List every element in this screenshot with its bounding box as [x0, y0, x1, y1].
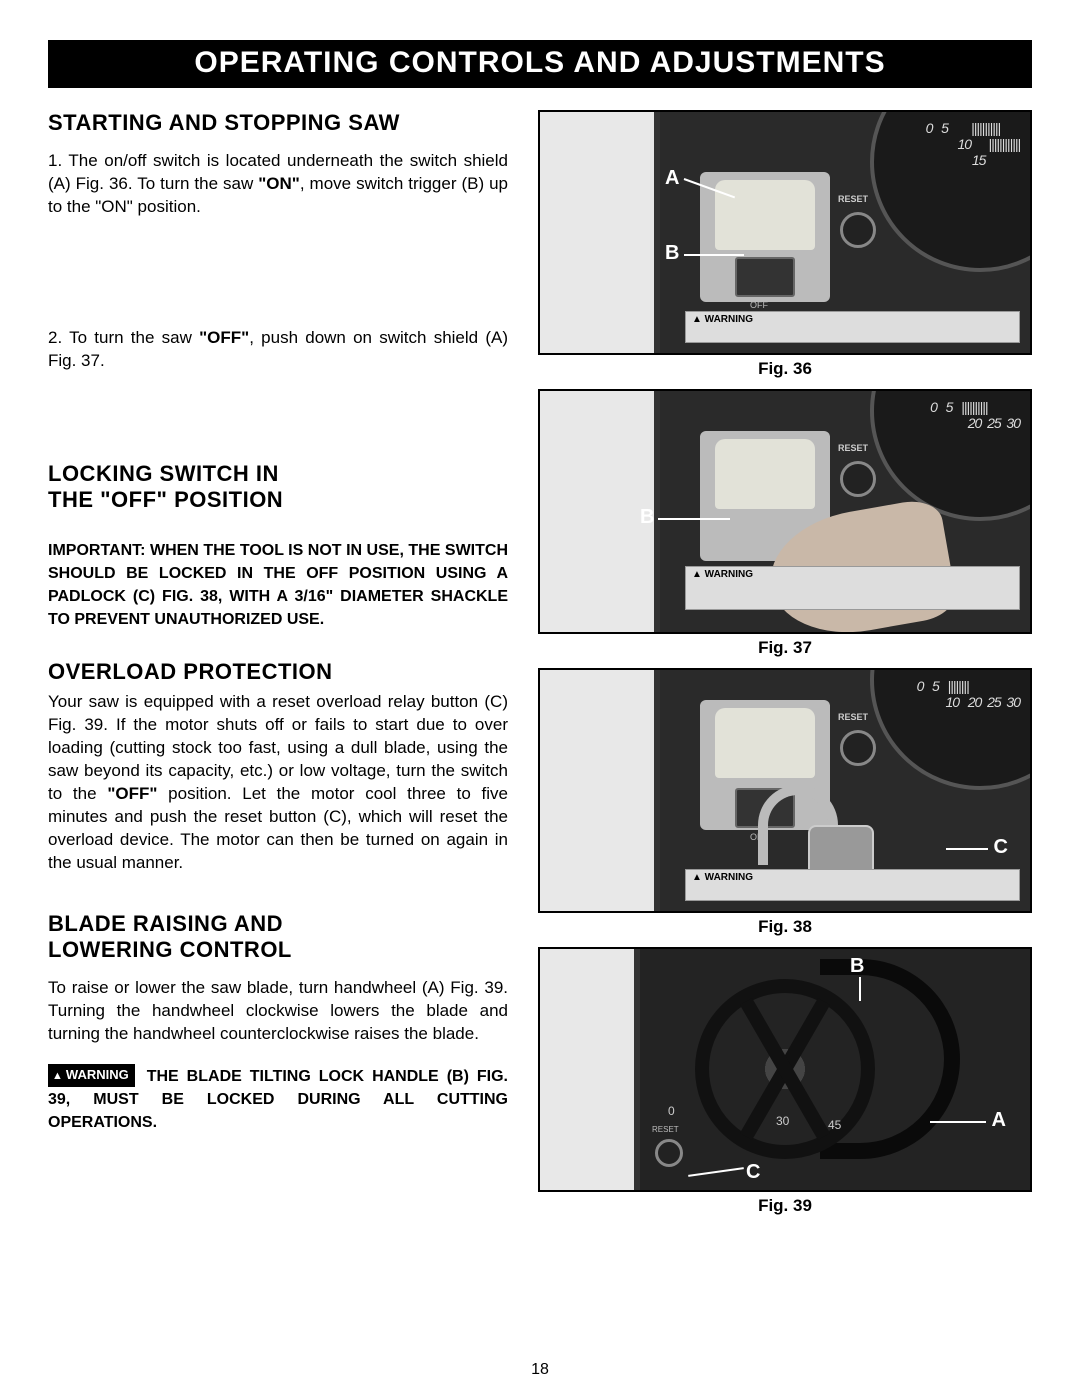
left-column: STARTING AND STOPPING SAW 1. The on/off … — [48, 110, 508, 1226]
right-column: 0 5 ||||||||||| 10 |||||||||||| 15 RESET… — [538, 110, 1032, 1226]
callout-c: C — [746, 1161, 760, 1184]
figure-39-caption: Fig. 39 — [538, 1196, 1032, 1216]
para-on: 1. The on/off switch is located undernea… — [48, 150, 508, 219]
switch-shield-b — [715, 439, 815, 509]
callout-a: A — [665, 167, 679, 190]
warning-sticker — [685, 566, 1020, 610]
warning-sticker — [685, 869, 1020, 901]
bold-off2: "OFF" — [107, 784, 157, 803]
saw-body — [540, 112, 660, 353]
important-note: IMPORTANT: WHEN THE TOOL IS NOT IN USE, … — [48, 539, 508, 632]
bold-on: "ON" — [258, 174, 300, 193]
leader-line — [859, 977, 861, 1001]
leader-line — [658, 518, 730, 520]
spacer — [48, 391, 508, 461]
two-column-layout: STARTING AND STOPPING SAW 1. The on/off … — [48, 110, 1032, 1226]
reset-button — [840, 212, 876, 248]
reset-label: RESET — [652, 1125, 679, 1134]
warning-badge-icon: WARNING — [48, 1064, 135, 1087]
warning-blade-tilt: WARNING THE BLADE TILTING LOCK HANDLE (B… — [48, 1064, 508, 1135]
spacer — [48, 237, 508, 327]
spacer — [48, 527, 508, 539]
leader-line — [946, 848, 988, 850]
reset-button-c — [655, 1139, 683, 1167]
figure-39: 0 30 45 RESET B A C — [538, 947, 1032, 1192]
callout-b: B — [850, 955, 864, 978]
dial-ticks: 0 5 |||||||| 10 20 25 30 — [917, 678, 1020, 710]
spacer — [48, 893, 508, 911]
switch-shield — [715, 708, 815, 778]
saw-body — [540, 670, 660, 911]
para-off: 2. To turn the saw "OFF", push down on s… — [48, 327, 508, 373]
callout-b: B — [665, 242, 679, 265]
heading-blade-raising: BLADE RAISING AND LOWERING CONTROL — [48, 911, 508, 963]
saw-body — [540, 949, 640, 1190]
figure-36: 0 5 ||||||||||| 10 |||||||||||| 15 RESET… — [538, 110, 1032, 355]
heading-line2: LOWERING CONTROL — [48, 937, 292, 962]
off-label: OFF — [750, 832, 768, 842]
off-label: OFF — [750, 300, 768, 310]
reset-label: RESET — [838, 712, 868, 722]
figure-37-caption: Fig. 37 — [538, 638, 1032, 658]
scale-45: 45 — [828, 1118, 841, 1132]
heading-line2: THE "OFF" POSITION — [48, 487, 283, 512]
spacer — [48, 631, 508, 659]
page-number: 18 — [0, 1361, 1080, 1379]
angle-scale: 0 30 45 — [658, 1084, 888, 1144]
leader-line — [684, 254, 744, 256]
heading-locking-switch: LOCKING SWITCH IN THE "OFF" POSITION — [48, 461, 508, 513]
scale-0: 0 — [668, 1104, 675, 1118]
heading-starting-stopping: STARTING AND STOPPING SAW — [48, 110, 508, 136]
section-banner: OPERATING CONTROLS AND ADJUSTMENTS — [48, 40, 1032, 88]
para-overload: Your saw is equipped with a reset overlo… — [48, 691, 508, 875]
reset-button — [840, 461, 876, 497]
heading-overload: OVERLOAD PROTECTION — [48, 659, 508, 685]
heading-line1: LOCKING SWITCH IN — [48, 461, 279, 486]
reset-label: RESET — [838, 443, 868, 453]
text: 2. To turn the saw — [48, 328, 199, 347]
bold-off: "OFF" — [199, 328, 249, 347]
callout-c: C — [994, 836, 1008, 859]
leader-line — [930, 1121, 986, 1123]
heading-line1: BLADE RAISING AND — [48, 911, 283, 936]
figure-38-caption: Fig. 38 — [538, 917, 1032, 937]
dial-ticks: 0 5 ||||||||||| 10 |||||||||||| 15 — [926, 120, 1020, 168]
callout-a: A — [992, 1109, 1006, 1132]
figure-37: 0 5 |||||||||| 20 25 30 RESET B — [538, 389, 1032, 634]
dial-ticks: 0 5 |||||||||| 20 25 30 — [930, 399, 1020, 431]
figure-38: 0 5 |||||||| 10 20 25 30 RESET OFF C — [538, 668, 1032, 913]
reset-label: RESET — [838, 194, 868, 204]
scale-30: 30 — [776, 1114, 789, 1128]
switch-trigger-b — [735, 257, 795, 297]
para-handwheel: To raise or lower the saw blade, turn ha… — [48, 977, 508, 1046]
switch-shield-a — [715, 180, 815, 250]
reset-button — [840, 730, 876, 766]
callout-b: B — [640, 506, 654, 529]
warning-sticker — [685, 311, 1020, 343]
figure-36-caption: Fig. 36 — [538, 359, 1032, 379]
